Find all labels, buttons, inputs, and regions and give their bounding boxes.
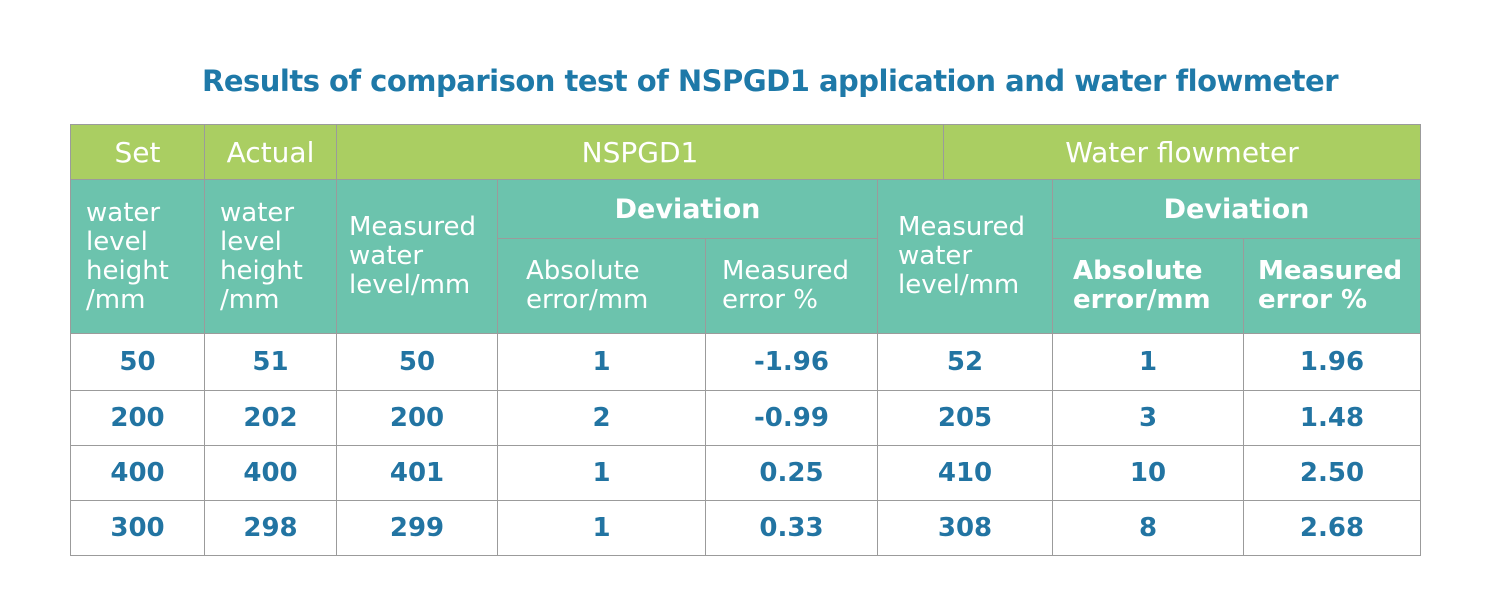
- subheader-wf-absolute-error: Absolute error/mm: [1053, 239, 1244, 334]
- cell-wf-abs-error: 1: [1053, 334, 1244, 391]
- group-header-water-flowmeter: Water flowmeter: [944, 125, 1421, 180]
- cell-nspgd1-abs-error: 1: [498, 501, 706, 556]
- cell-wf-meas-error: 1.96: [1244, 334, 1421, 391]
- group-header-nspgd1: NSPGD1: [337, 125, 944, 180]
- cell-nspgd1-abs-error: 2: [498, 391, 706, 446]
- comparison-table: Set Actual NSPGD1 Water flowmeter water …: [70, 124, 1421, 556]
- subheader-nspgd1-measured-error: Measured error %: [706, 239, 878, 334]
- cell-nspgd1-meas-error: -0.99: [706, 391, 878, 446]
- cell-wf-meas-error: 1.48: [1244, 391, 1421, 446]
- cell-wf-measured: 410: [878, 446, 1053, 501]
- cell-set: 300: [71, 501, 205, 556]
- cell-wf-measured: 205: [878, 391, 1053, 446]
- cell-wf-meas-error: 2.50: [1244, 446, 1421, 501]
- group-header-set: Set: [71, 125, 205, 180]
- cell-set: 200: [71, 391, 205, 446]
- cell-nspgd1-meas-error: -1.96: [706, 334, 878, 391]
- cell-wf-measured: 52: [878, 334, 1053, 391]
- cell-wf-abs-error: 3: [1053, 391, 1244, 446]
- cell-nspgd1-meas-error: 0.33: [706, 501, 878, 556]
- cell-nspgd1-measured: 200: [337, 391, 498, 446]
- subheader-nspgd1-absolute-error: Absolute error/mm: [498, 239, 706, 334]
- cell-nspgd1-measured: 299: [337, 501, 498, 556]
- page-title: Results of comparison test of NSPGD1 app…: [201, 64, 1339, 98]
- cell-wf-abs-error: 8: [1053, 501, 1244, 556]
- subheader-set-water-level-height: water level height /mm: [71, 180, 205, 334]
- cell-wf-abs-error: 10: [1053, 446, 1244, 501]
- subheader-wf-measured-water-level: Measured water level/mm: [878, 180, 1053, 334]
- cell-actual: 298: [205, 501, 337, 556]
- cell-wf-meas-error: 2.68: [1244, 501, 1421, 556]
- cell-nspgd1-abs-error: 1: [498, 446, 706, 501]
- cell-nspgd1-measured: 401: [337, 446, 498, 501]
- subheader-wf-deviation: Deviation: [1053, 180, 1421, 239]
- subheader-actual-water-level-height: water level height /mm: [205, 180, 337, 334]
- subheader-nspgd1-deviation: Deviation: [498, 180, 878, 239]
- cell-set: 400: [71, 446, 205, 501]
- cell-nspgd1-measured: 50: [337, 334, 498, 391]
- cell-set: 50: [71, 334, 205, 391]
- cell-actual: 202: [205, 391, 337, 446]
- subheader-nspgd1-measured-water-level: Measured water level/mm: [337, 180, 498, 334]
- group-header-actual: Actual: [205, 125, 337, 180]
- subheader-wf-measured-error: Measured error %: [1244, 239, 1421, 334]
- cell-actual: 51: [205, 334, 337, 391]
- cell-nspgd1-abs-error: 1: [498, 334, 706, 391]
- cell-nspgd1-meas-error: 0.25: [706, 446, 878, 501]
- cell-wf-measured: 308: [878, 501, 1053, 556]
- cell-actual: 400: [205, 446, 337, 501]
